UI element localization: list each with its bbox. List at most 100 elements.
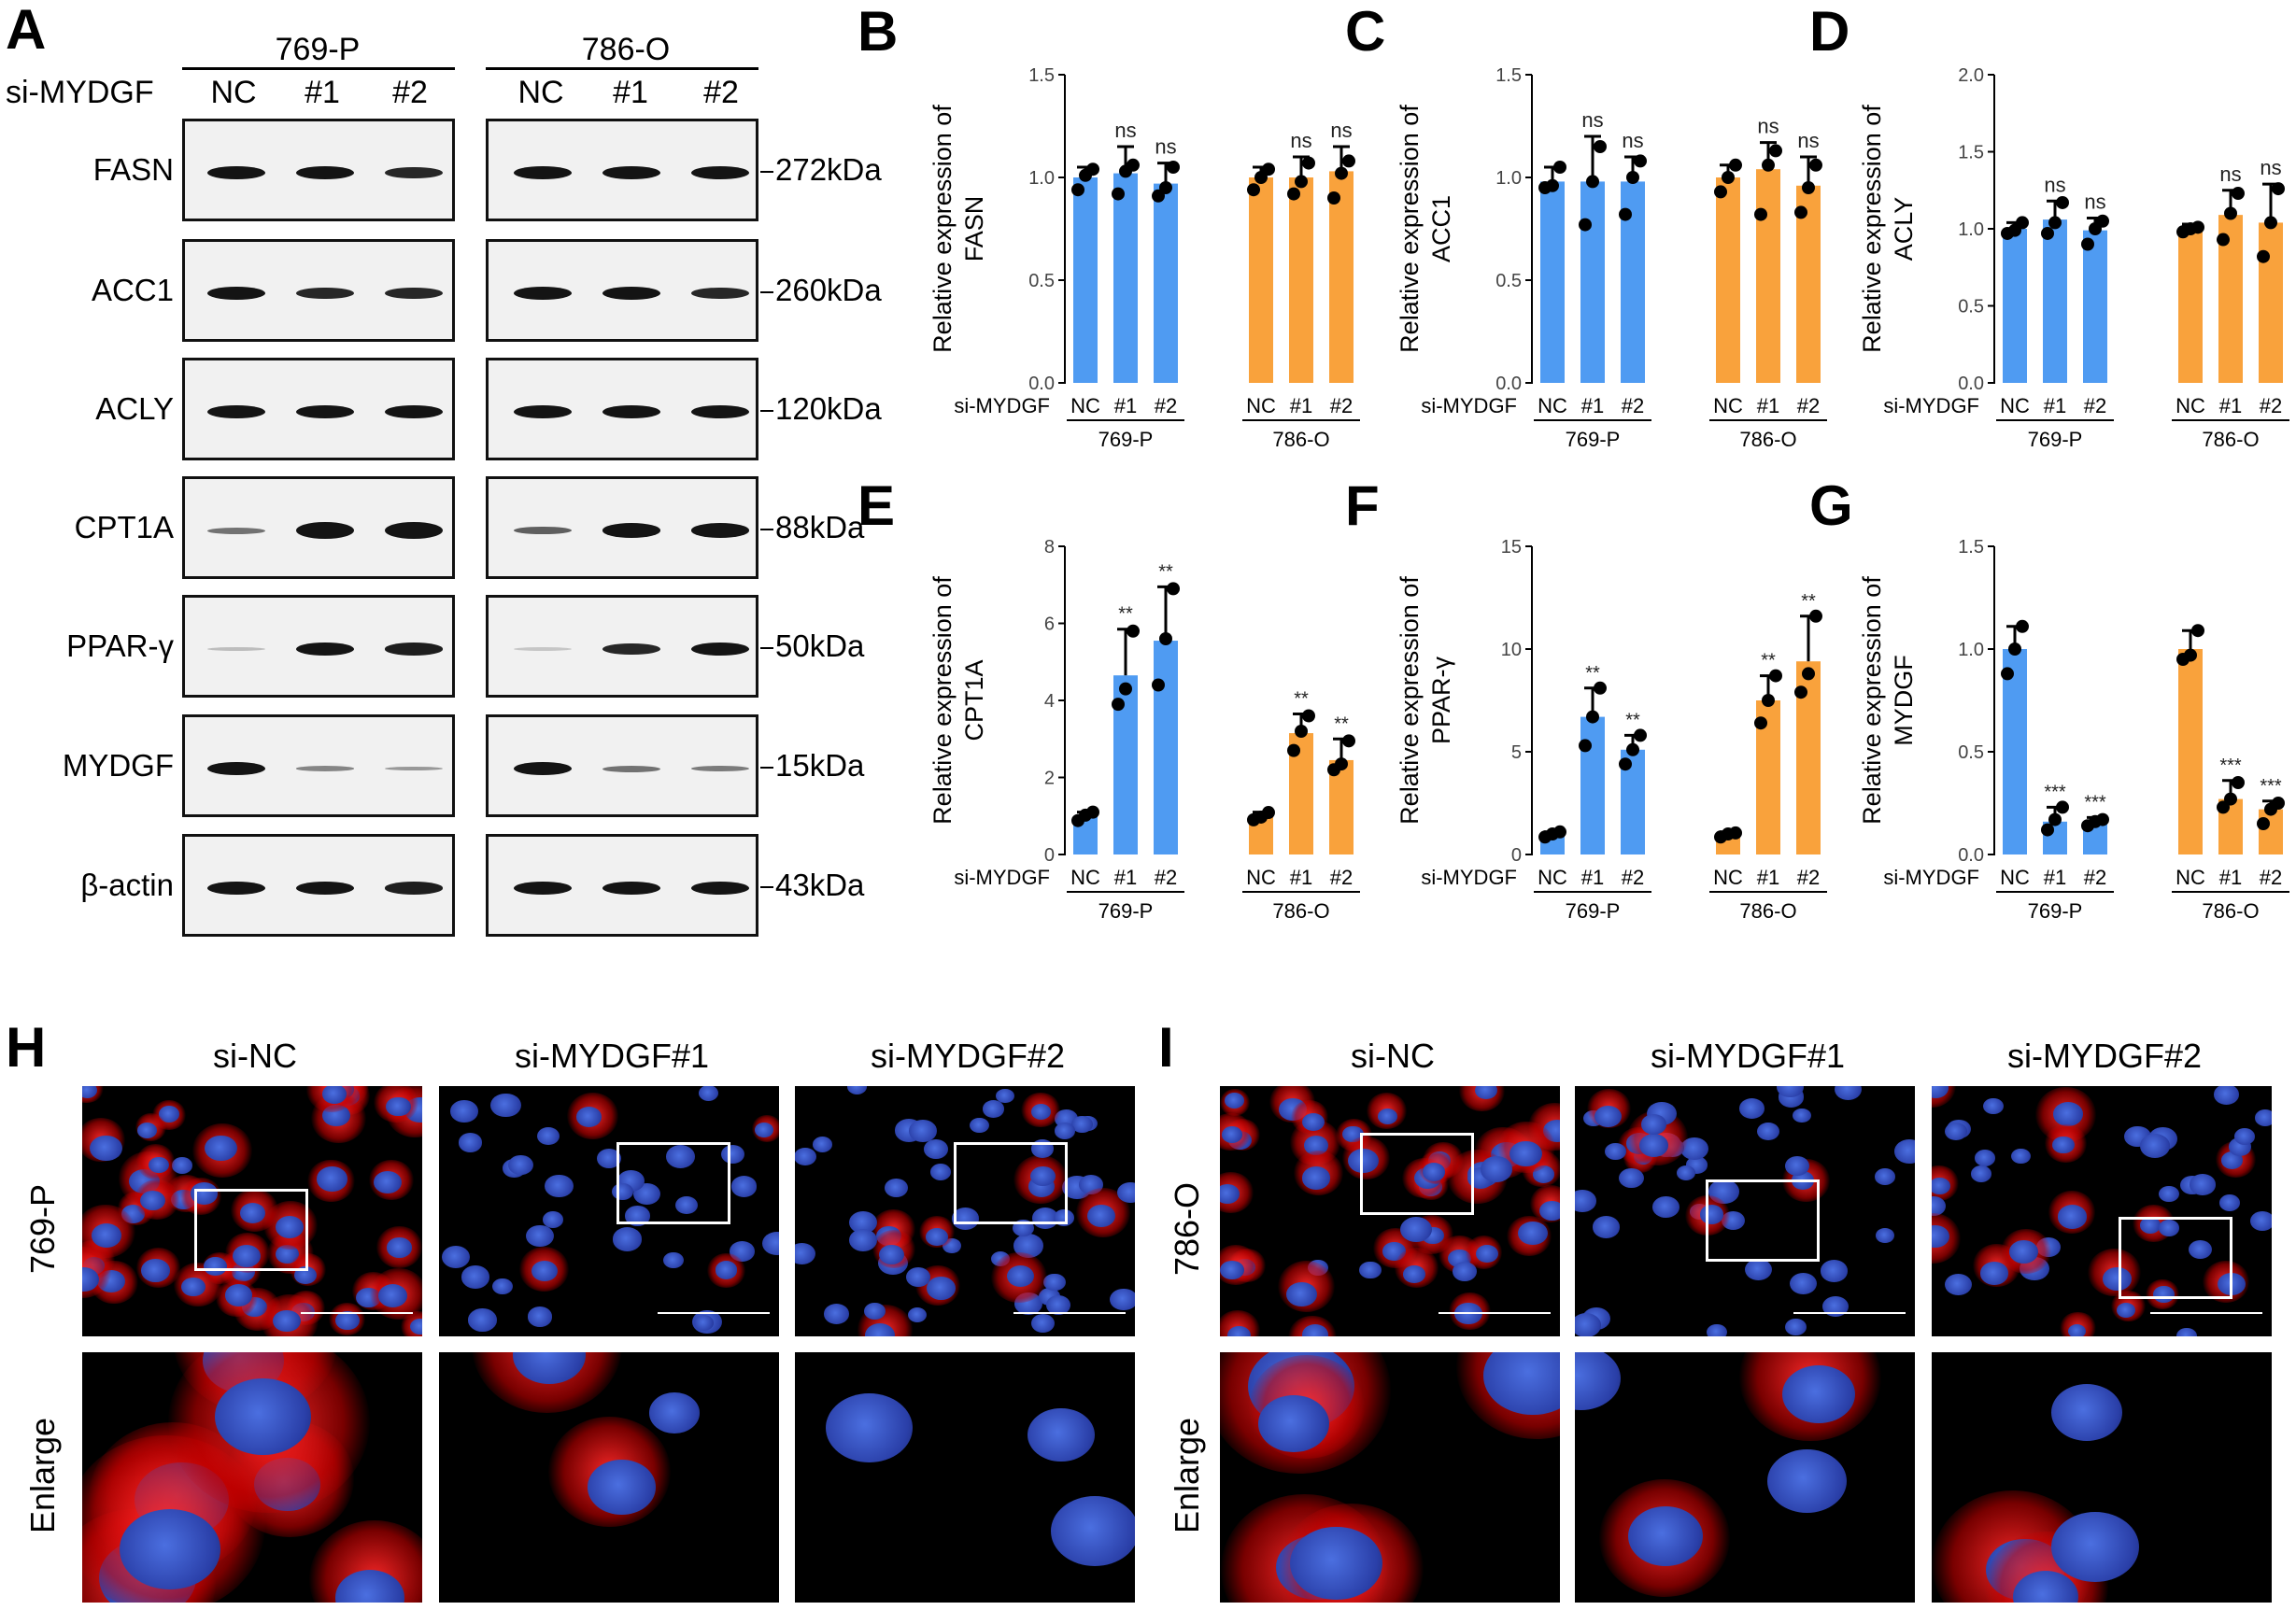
lane-1-786o: #1 xyxy=(613,75,648,110)
significance-label: ** xyxy=(1294,688,1309,709)
band xyxy=(602,523,660,538)
data-point xyxy=(1167,161,1180,174)
scale-bar xyxy=(301,1312,413,1314)
h-col-si-nc: si-NC xyxy=(213,1037,297,1075)
nucleus xyxy=(1782,1364,1855,1423)
data-point xyxy=(1729,158,1742,172)
protein-label: ACLY xyxy=(95,391,174,426)
nucleus xyxy=(2213,1086,2240,1106)
scale-bar xyxy=(2150,1312,2262,1314)
bar xyxy=(1249,177,1273,383)
nucleus xyxy=(1932,1195,1946,1216)
data-point xyxy=(1262,162,1275,177)
data-point xyxy=(1335,757,1348,771)
protein-label: ACC1 xyxy=(91,273,174,307)
data-point xyxy=(1769,144,1782,158)
band xyxy=(691,643,749,656)
nucleus xyxy=(2249,1210,2272,1231)
nucleus xyxy=(2139,1217,2161,1235)
band xyxy=(207,527,265,534)
protein-label: MYDGF xyxy=(62,748,174,783)
nucleus xyxy=(909,1120,937,1143)
y-tick-label: 2.0 xyxy=(1958,65,1984,86)
nucleus xyxy=(120,1508,221,1590)
data-point xyxy=(1086,162,1099,177)
nucleus xyxy=(648,1392,700,1434)
y-tick-label: 1.5 xyxy=(1495,65,1522,86)
significance-label: ns xyxy=(1757,115,1779,138)
band xyxy=(385,882,443,895)
data-point xyxy=(1626,742,1639,756)
band xyxy=(296,521,354,540)
band xyxy=(602,882,660,895)
nucleus xyxy=(1028,1407,1096,1462)
nucleus xyxy=(492,1278,514,1295)
data-point xyxy=(1295,175,1308,189)
nucleus xyxy=(2188,1240,2212,1260)
data-point xyxy=(2272,797,2285,810)
nucleus xyxy=(2067,1323,2087,1336)
band xyxy=(514,287,572,300)
significance-label: ** xyxy=(1334,713,1349,734)
nucleus xyxy=(1304,1135,1329,1155)
nucleus xyxy=(386,1096,411,1117)
bar xyxy=(2003,649,2027,854)
image-769p-si-nc-enlarge xyxy=(82,1352,422,1603)
bar xyxy=(1289,177,1313,383)
y-tick-label: 15 xyxy=(1501,537,1522,558)
nucleus xyxy=(1652,1195,1679,1218)
i-col-si-mydgf1: si-MYDGF#1 xyxy=(1650,1037,1846,1075)
x-category-label: #2 xyxy=(1797,394,1820,417)
nucleus xyxy=(205,1136,237,1162)
nucleus xyxy=(1110,1288,1135,1311)
data-point xyxy=(2016,216,2029,230)
nucleus xyxy=(335,1310,360,1330)
protein-label: FASN xyxy=(92,152,174,187)
data-point xyxy=(2272,182,2285,196)
x-row-label: si-MYDGF xyxy=(1421,866,1517,889)
nucleus xyxy=(813,1137,833,1152)
bar xyxy=(2003,229,2027,383)
nucleus xyxy=(1619,1167,1645,1189)
data-point xyxy=(2048,812,2062,826)
chart-ppar-gamma: Relative expression of PPAR-γ 0 5 10 15 ** ** **… xyxy=(1396,537,1827,923)
nucleus xyxy=(846,1086,867,1095)
nucleus xyxy=(2103,1267,2132,1291)
data-point xyxy=(1794,685,1807,699)
nucleus xyxy=(410,1318,422,1335)
data-point xyxy=(1262,806,1275,820)
nucleus xyxy=(1785,1156,1810,1177)
x-category-label: #2 xyxy=(2084,866,2106,889)
nucleus xyxy=(2159,1185,2179,1203)
nucleus xyxy=(612,1227,643,1251)
kda-label: 88kDa xyxy=(760,510,864,545)
h-row-label-enlarge: Enlarge xyxy=(23,1417,62,1534)
nucleus xyxy=(2053,1101,2084,1126)
data-point xyxy=(1714,185,1727,199)
band xyxy=(385,766,443,771)
image-786o-si-mydgf2 xyxy=(1932,1086,2272,1336)
nucleus xyxy=(1475,1245,1498,1264)
nucleus xyxy=(1605,1142,1627,1161)
data-point xyxy=(1634,154,1647,168)
data-point xyxy=(2048,216,2062,230)
kda-label: 272kDa xyxy=(760,152,882,188)
scale-bar xyxy=(658,1312,770,1314)
x-category-label: NC xyxy=(2176,866,2205,889)
data-point xyxy=(1794,205,1807,219)
blot-mydgf-786o xyxy=(486,714,758,817)
x-category-label: #1 xyxy=(2044,394,2066,417)
band xyxy=(296,766,354,771)
data-point xyxy=(1247,183,1260,197)
x-category-label: NC xyxy=(2176,394,2205,417)
protein-label: PPAR-γ xyxy=(66,628,174,663)
significance-label: ** xyxy=(1585,663,1600,684)
data-point xyxy=(1634,728,1647,742)
band xyxy=(602,405,660,418)
data-point xyxy=(2232,776,2245,789)
x-category-label: #1 xyxy=(2044,866,2066,889)
x-category-label: #1 xyxy=(1757,394,1779,417)
nucleus xyxy=(1785,1318,1807,1335)
nucleus xyxy=(461,1265,490,1289)
nucleus xyxy=(1932,1177,1951,1195)
